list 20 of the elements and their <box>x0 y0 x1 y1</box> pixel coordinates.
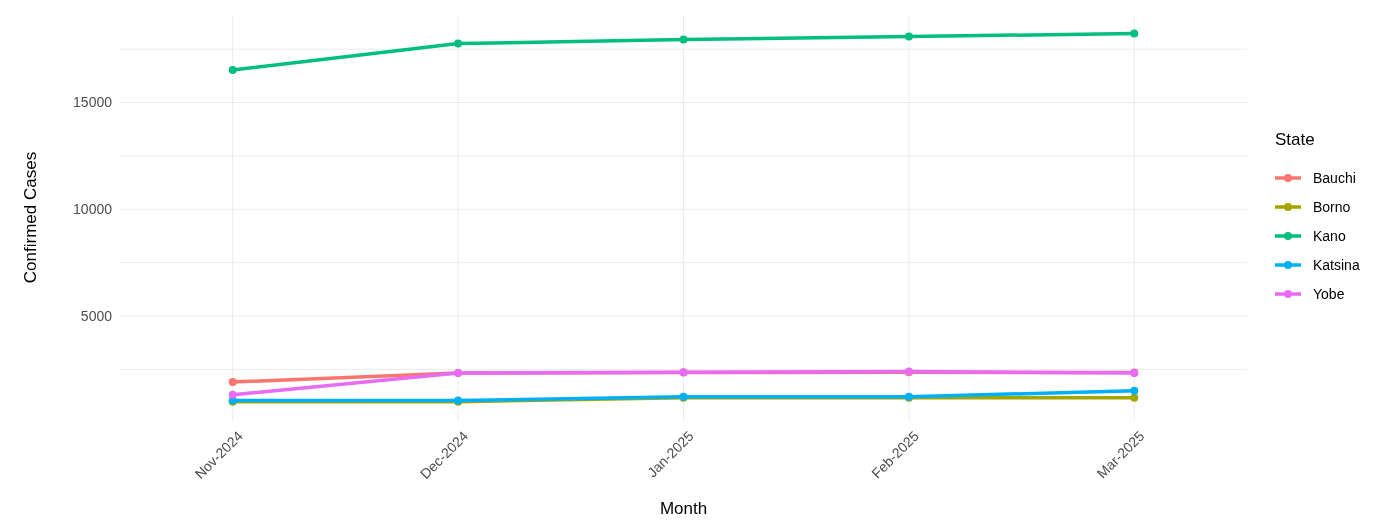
y-axis-title: Confirmed Cases <box>21 151 40 284</box>
y-tick-label: 15000 <box>73 94 113 111</box>
point <box>228 66 237 75</box>
legend-label: Yobe <box>1313 285 1345 302</box>
legend-label: Bauchi <box>1313 169 1356 186</box>
point <box>228 378 237 386</box>
point <box>1130 386 1139 395</box>
point <box>679 35 688 44</box>
point <box>228 390 237 399</box>
legend-title: State <box>1275 130 1315 149</box>
point <box>1130 393 1139 402</box>
point <box>454 39 463 48</box>
point <box>1130 29 1139 38</box>
legend-label: Kano <box>1313 227 1346 244</box>
x-axis-title: Month <box>659 499 708 518</box>
y-tick-label: 10000 <box>73 201 113 218</box>
legend-label: Borno <box>1313 198 1351 215</box>
point <box>904 32 913 41</box>
legend-label: Katsina <box>1313 256 1360 273</box>
y-tick-label: 5000 <box>80 307 113 324</box>
